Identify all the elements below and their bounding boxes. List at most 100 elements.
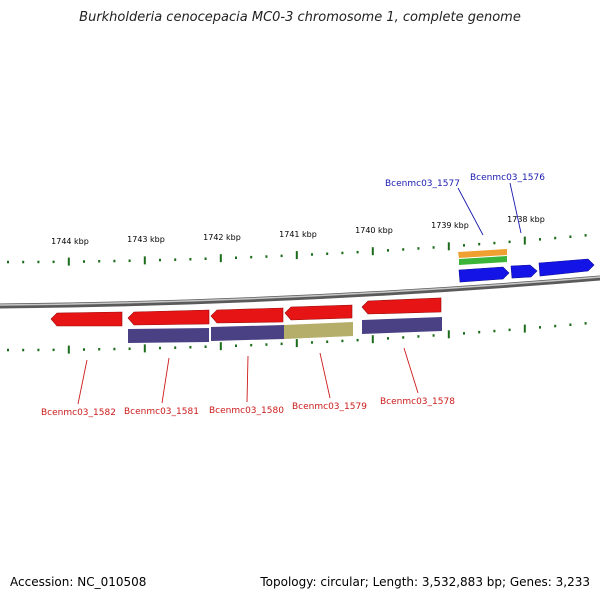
minor-tick bbox=[326, 340, 329, 343]
map-title: Burkholderia cenocepacia MC0-3 chromosom… bbox=[79, 10, 521, 25]
accession-label: Accession: NC_010508 bbox=[10, 575, 147, 589]
minor-tick bbox=[508, 328, 511, 332]
minor-tick bbox=[341, 251, 344, 255]
scale-label: 1743 kbp bbox=[127, 235, 165, 244]
minor-tick bbox=[569, 323, 572, 326]
minor-tick bbox=[478, 242, 481, 246]
minor-tick bbox=[204, 257, 207, 260]
outer-tick-track bbox=[7, 234, 587, 266]
minor-tick bbox=[83, 260, 85, 263]
minor-tick bbox=[478, 330, 481, 334]
minor-tick bbox=[432, 334, 435, 337]
minor-tick bbox=[174, 346, 177, 349]
scale-label: 1738 kbp bbox=[507, 215, 545, 224]
minor-tick bbox=[159, 258, 161, 262]
gene-bcenmc03-1577[interactable] bbox=[458, 266, 510, 283]
minor-tick bbox=[83, 348, 85, 351]
forward-gene-labels: Bcenmc03_1577 Bcenmc03_1576 bbox=[385, 173, 545, 236]
leader-line bbox=[246, 355, 249, 403]
product-1578[interactable] bbox=[362, 317, 442, 334]
minor-tick bbox=[417, 335, 420, 338]
gene-label-bcenmc03-1579[interactable]: Bcenmc03_1579 bbox=[292, 402, 367, 412]
product-orange[interactable] bbox=[458, 249, 507, 258]
reverse-gene-labels: Bcenmc03_1582 Bcenmc03_1581 Bcenmc03_158… bbox=[41, 347, 455, 418]
minor-tick bbox=[539, 326, 541, 329]
major-tick bbox=[143, 256, 146, 265]
minor-tick bbox=[52, 260, 55, 264]
minor-tick bbox=[356, 338, 359, 342]
gene-bcenmc03-1580[interactable] bbox=[210, 307, 284, 324]
major-tick bbox=[447, 330, 450, 339]
gene-forward-next[interactable] bbox=[538, 258, 595, 277]
major-tick bbox=[523, 324, 526, 333]
minor-tick bbox=[128, 259, 131, 262]
minor-tick bbox=[189, 258, 192, 261]
minor-tick bbox=[341, 339, 344, 343]
reverse-genes bbox=[50, 297, 442, 327]
major-tick bbox=[143, 344, 146, 353]
gene-label-bcenmc03-1576[interactable]: Bcenmc03_1576 bbox=[470, 173, 545, 183]
minor-tick bbox=[402, 336, 405, 339]
product-1579[interactable] bbox=[284, 322, 353, 339]
scale-label: 1739 kbp bbox=[431, 221, 469, 230]
product-1581[interactable] bbox=[128, 328, 209, 343]
scale-label: 1741 kbp bbox=[279, 230, 317, 239]
gene-bcenmc03-1582[interactable] bbox=[50, 311, 123, 327]
minor-tick bbox=[189, 346, 192, 349]
forward-products bbox=[458, 249, 507, 265]
minor-tick bbox=[554, 236, 557, 240]
gene-label-bcenmc03-1577[interactable]: Bcenmc03_1577 bbox=[385, 179, 460, 189]
minor-tick bbox=[387, 337, 389, 340]
minor-tick bbox=[584, 234, 587, 237]
minor-tick bbox=[432, 246, 435, 249]
minor-tick bbox=[7, 260, 9, 264]
minor-tick bbox=[235, 344, 237, 347]
gene-label-bcenmc03-1581[interactable]: Bcenmc03_1581 bbox=[124, 407, 199, 417]
chromosome-backbone-highlight bbox=[0, 276, 600, 306]
reverse-products bbox=[128, 317, 442, 343]
gene-bcenmc03-1579[interactable] bbox=[284, 304, 353, 321]
minor-tick bbox=[569, 235, 572, 238]
leader-line bbox=[509, 182, 522, 234]
minor-tick bbox=[52, 348, 55, 352]
minor-tick bbox=[493, 241, 496, 245]
minor-tick bbox=[22, 260, 25, 264]
minor-tick bbox=[311, 341, 313, 344]
minor-tick bbox=[113, 259, 116, 263]
leader-line bbox=[457, 187, 484, 236]
minor-tick bbox=[508, 240, 511, 244]
leader-line bbox=[403, 347, 419, 394]
gene-label-bcenmc03-1582[interactable]: Bcenmc03_1582 bbox=[41, 408, 116, 418]
inner-tick-track bbox=[7, 322, 587, 354]
major-tick bbox=[371, 247, 374, 256]
minor-tick bbox=[280, 342, 283, 346]
gene-label-bcenmc03-1578[interactable]: Bcenmc03_1578 bbox=[380, 397, 455, 407]
leader-line bbox=[161, 357, 170, 404]
leader-line bbox=[77, 359, 88, 405]
major-tick bbox=[67, 345, 70, 354]
gene-bcenmc03-1576[interactable] bbox=[510, 264, 538, 279]
major-tick bbox=[523, 236, 526, 245]
minor-tick bbox=[250, 343, 253, 347]
gene-bcenmc03-1578[interactable] bbox=[361, 297, 442, 315]
minor-tick bbox=[265, 343, 268, 346]
gene-bcenmc03-1581[interactable] bbox=[127, 309, 210, 326]
minor-tick bbox=[98, 260, 101, 263]
leader-line bbox=[319, 352, 331, 399]
minor-tick bbox=[235, 256, 237, 259]
minor-tick bbox=[37, 348, 40, 352]
minor-tick bbox=[128, 347, 131, 350]
forward-genes bbox=[458, 258, 595, 283]
minor-tick bbox=[493, 329, 496, 333]
minor-tick bbox=[113, 347, 116, 351]
minor-tick bbox=[250, 255, 253, 259]
major-tick bbox=[219, 342, 222, 351]
minor-tick bbox=[7, 348, 9, 352]
gene-label-bcenmc03-1580[interactable]: Bcenmc03_1580 bbox=[209, 406, 284, 416]
product-green[interactable] bbox=[459, 256, 507, 265]
scale-label: 1740 kbp bbox=[355, 226, 393, 235]
product-1580[interactable] bbox=[211, 325, 284, 341]
minor-tick bbox=[311, 253, 313, 256]
minor-tick bbox=[463, 244, 465, 247]
